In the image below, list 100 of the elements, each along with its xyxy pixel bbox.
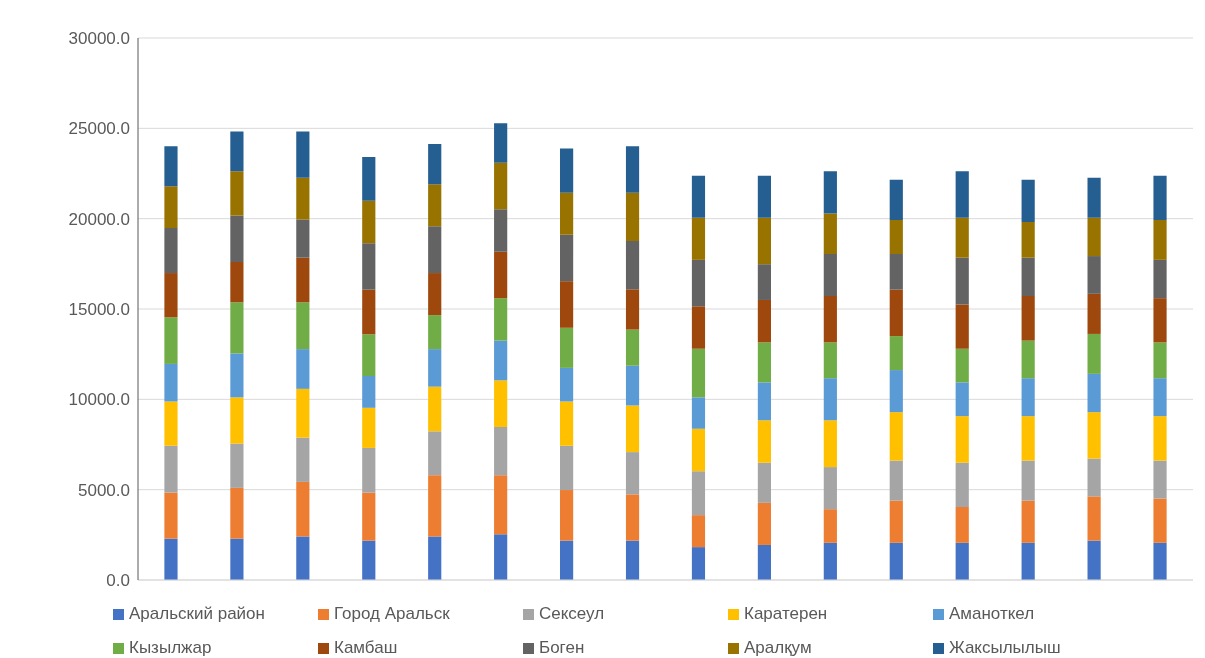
y-tick-label: 20000.0 — [68, 209, 130, 229]
y-tick-label: 0.0 — [106, 571, 130, 591]
bar — [230, 538, 244, 580]
bar — [625, 452, 640, 495]
bar — [428, 349, 442, 387]
bar — [362, 200, 376, 244]
bar — [823, 342, 837, 379]
legend-label: Сексеул — [539, 604, 605, 624]
bar — [1021, 340, 1035, 379]
bar — [560, 540, 574, 580]
bar — [428, 386, 442, 432]
bar — [494, 298, 508, 341]
bar — [1087, 412, 1101, 459]
bar — [889, 500, 903, 543]
bar — [230, 397, 244, 444]
bar — [1021, 378, 1035, 417]
bar — [625, 494, 640, 541]
bar — [230, 353, 244, 398]
bar — [955, 462, 969, 508]
bar — [1153, 460, 1167, 499]
bar — [494, 251, 508, 299]
bar — [362, 540, 376, 580]
bar — [1021, 257, 1035, 296]
bar — [296, 219, 310, 258]
bar — [625, 146, 640, 193]
bar — [230, 487, 244, 539]
bar — [955, 382, 969, 417]
bar — [691, 217, 706, 260]
legend-label: Каратерен — [744, 604, 828, 624]
bar — [955, 217, 969, 258]
bar — [1087, 373, 1101, 413]
bar — [296, 437, 310, 482]
bar — [757, 175, 771, 218]
bar — [1087, 256, 1101, 294]
bar — [428, 226, 442, 274]
bar — [955, 304, 969, 349]
bar — [1021, 221, 1035, 258]
bar — [560, 281, 574, 328]
y-tick-label: 15000.0 — [68, 300, 130, 320]
bar — [757, 502, 771, 545]
bar — [823, 213, 837, 254]
bar — [230, 302, 244, 354]
bar — [691, 471, 706, 516]
bar — [362, 447, 376, 493]
bar — [164, 228, 178, 274]
bar — [757, 342, 771, 383]
bar — [296, 131, 310, 178]
bar — [691, 515, 706, 548]
bar — [296, 302, 310, 350]
bar — [757, 462, 771, 503]
bar — [296, 536, 310, 580]
bar — [560, 445, 574, 491]
bar — [625, 192, 640, 242]
bar — [428, 273, 442, 316]
bar — [955, 171, 969, 218]
y-tick-label: 5000.0 — [78, 480, 130, 500]
bar — [625, 289, 640, 330]
bar — [164, 445, 178, 493]
bar — [164, 401, 178, 446]
bar — [1153, 542, 1167, 580]
bar — [428, 315, 442, 350]
bar — [691, 547, 706, 580]
bar — [164, 146, 178, 187]
bar — [560, 327, 574, 368]
bar — [494, 340, 508, 381]
bar — [494, 534, 508, 580]
bar — [560, 192, 574, 235]
bar — [757, 264, 771, 300]
bar — [691, 428, 706, 472]
bar — [164, 363, 178, 402]
legend-label: Камбаш — [334, 638, 398, 658]
bar — [296, 177, 310, 220]
bar — [955, 542, 969, 580]
bar — [1153, 259, 1167, 299]
bar — [1087, 540, 1101, 580]
bar — [494, 209, 508, 252]
bar — [296, 349, 310, 389]
bar — [1087, 458, 1101, 497]
bar — [625, 241, 640, 290]
bar — [625, 405, 640, 453]
bar — [823, 420, 837, 468]
bar — [1153, 416, 1167, 461]
bar — [1153, 175, 1167, 220]
bar — [494, 162, 508, 210]
bar — [1021, 179, 1035, 222]
bar — [889, 179, 903, 220]
bar — [757, 420, 771, 463]
bar — [757, 544, 771, 580]
bar — [691, 306, 706, 349]
bar — [823, 509, 837, 543]
bar — [757, 299, 771, 343]
bar — [1087, 333, 1101, 374]
bar — [625, 540, 640, 580]
bar — [955, 507, 969, 543]
bar — [1087, 496, 1101, 541]
bar — [164, 317, 178, 364]
bar — [362, 334, 376, 377]
y-tick-label: 25000.0 — [68, 119, 130, 139]
bar — [955, 348, 969, 383]
bar — [889, 336, 903, 371]
